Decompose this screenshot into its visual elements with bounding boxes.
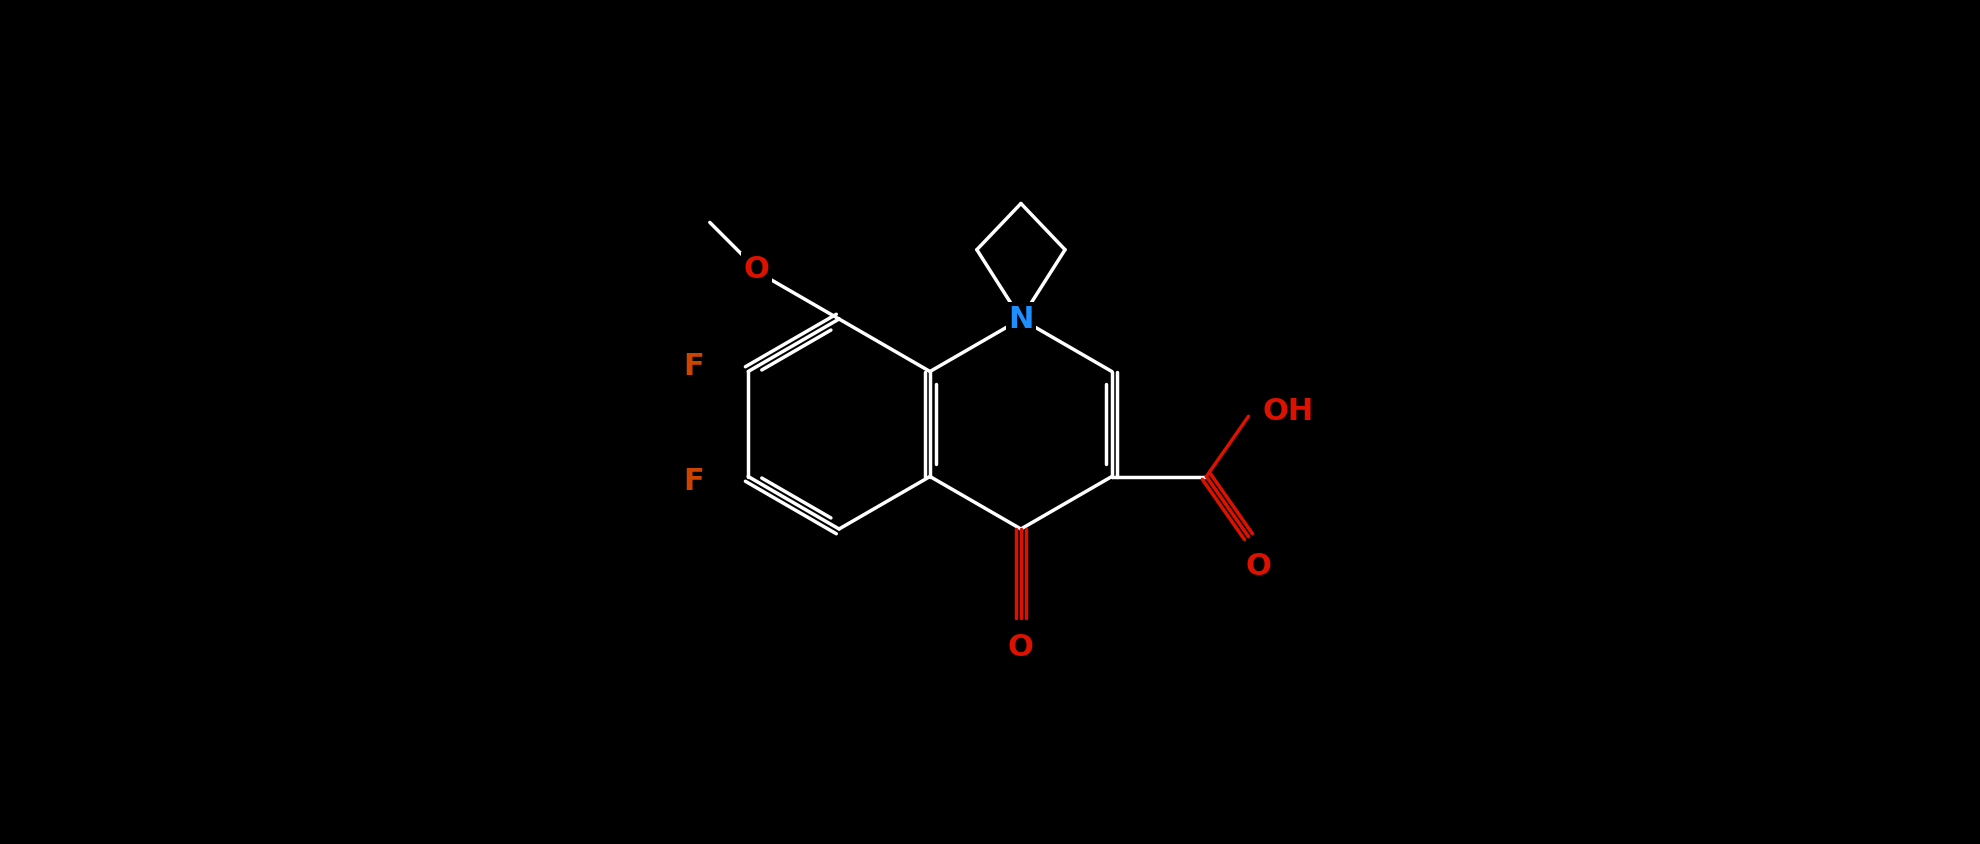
Text: OH: OH [1263,397,1315,425]
Text: O: O [744,255,770,284]
Text: F: F [683,352,705,381]
Text: O: O [1008,633,1034,663]
Text: F: F [683,468,705,496]
Text: N: N [1008,305,1034,333]
Text: O: O [1245,552,1271,581]
